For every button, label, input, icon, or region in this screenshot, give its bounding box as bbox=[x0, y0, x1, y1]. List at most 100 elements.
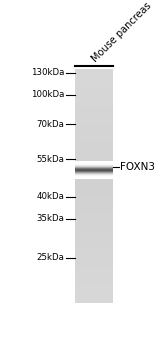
Bar bbox=[75, 210, 113, 211]
Bar bbox=[75, 226, 113, 227]
Bar bbox=[75, 69, 113, 70]
Bar bbox=[75, 294, 113, 295]
Bar bbox=[75, 107, 113, 108]
Bar bbox=[75, 137, 113, 138]
Bar bbox=[75, 292, 113, 293]
Bar bbox=[75, 215, 113, 216]
Bar bbox=[75, 119, 113, 120]
Bar bbox=[75, 124, 113, 125]
Bar bbox=[75, 193, 113, 194]
Bar bbox=[75, 265, 113, 266]
Bar bbox=[75, 233, 113, 234]
Bar bbox=[75, 284, 113, 285]
Bar bbox=[75, 84, 113, 85]
Bar bbox=[75, 88, 113, 89]
Bar bbox=[75, 208, 113, 209]
Bar bbox=[75, 301, 113, 302]
Bar bbox=[75, 186, 113, 187]
Bar bbox=[75, 262, 113, 263]
Bar bbox=[75, 214, 113, 215]
Bar bbox=[75, 273, 113, 274]
Bar bbox=[75, 280, 113, 281]
Bar bbox=[75, 195, 113, 196]
Bar bbox=[75, 225, 113, 226]
Bar bbox=[75, 194, 113, 195]
Bar bbox=[75, 73, 113, 74]
Bar bbox=[75, 252, 113, 253]
Bar bbox=[75, 176, 113, 177]
Bar bbox=[75, 204, 113, 205]
Bar bbox=[75, 201, 113, 202]
Bar bbox=[75, 71, 113, 72]
Bar bbox=[75, 224, 113, 225]
Bar bbox=[75, 259, 113, 260]
Bar bbox=[75, 234, 113, 236]
Text: 40kDa: 40kDa bbox=[37, 193, 64, 202]
Bar bbox=[75, 100, 113, 101]
Bar bbox=[75, 134, 113, 135]
Bar bbox=[75, 131, 113, 132]
Bar bbox=[75, 93, 113, 94]
Bar bbox=[75, 191, 113, 192]
Bar bbox=[75, 87, 113, 88]
Bar bbox=[75, 302, 113, 303]
Bar bbox=[75, 98, 113, 99]
Bar bbox=[75, 190, 113, 191]
Bar bbox=[75, 240, 113, 241]
Bar bbox=[75, 179, 113, 180]
Bar bbox=[75, 136, 113, 137]
Bar bbox=[75, 298, 113, 299]
Bar bbox=[75, 122, 113, 123]
Bar bbox=[75, 129, 113, 130]
Bar bbox=[75, 106, 113, 107]
Bar bbox=[75, 169, 113, 170]
Bar bbox=[75, 229, 113, 230]
Bar bbox=[75, 281, 113, 282]
Bar bbox=[75, 79, 113, 80]
Bar bbox=[75, 180, 113, 181]
Bar bbox=[75, 276, 113, 277]
Bar bbox=[75, 159, 113, 160]
Bar bbox=[75, 177, 113, 178]
Bar bbox=[75, 207, 113, 208]
Bar bbox=[75, 256, 113, 257]
Bar bbox=[75, 76, 113, 77]
Bar bbox=[75, 253, 113, 254]
Bar bbox=[75, 140, 113, 141]
Bar bbox=[75, 198, 113, 199]
Bar bbox=[75, 202, 113, 203]
Bar bbox=[75, 110, 113, 111]
Bar bbox=[75, 90, 113, 91]
Bar bbox=[75, 101, 113, 102]
Bar bbox=[75, 220, 113, 221]
Bar bbox=[75, 105, 113, 106]
Bar bbox=[75, 241, 113, 243]
Bar bbox=[75, 163, 113, 164]
Bar bbox=[75, 114, 113, 115]
Bar bbox=[75, 142, 113, 143]
Bar bbox=[75, 118, 113, 119]
Bar bbox=[75, 135, 113, 136]
Bar bbox=[75, 152, 113, 153]
Bar bbox=[75, 125, 113, 126]
Bar bbox=[75, 97, 113, 98]
Bar bbox=[75, 248, 113, 249]
Bar bbox=[75, 236, 113, 237]
Bar bbox=[75, 212, 113, 213]
Text: 55kDa: 55kDa bbox=[37, 155, 64, 164]
Bar bbox=[75, 120, 113, 121]
Bar bbox=[75, 269, 113, 270]
Bar bbox=[75, 299, 113, 300]
Bar bbox=[75, 94, 113, 95]
Bar bbox=[75, 116, 113, 117]
Bar bbox=[75, 244, 113, 245]
Bar bbox=[75, 254, 113, 255]
Bar bbox=[75, 258, 113, 259]
Bar bbox=[75, 102, 113, 103]
Bar bbox=[75, 227, 113, 228]
Bar bbox=[75, 272, 113, 273]
Bar bbox=[75, 247, 113, 248]
Bar bbox=[75, 279, 113, 280]
Bar bbox=[75, 209, 113, 210]
Bar bbox=[75, 223, 113, 224]
